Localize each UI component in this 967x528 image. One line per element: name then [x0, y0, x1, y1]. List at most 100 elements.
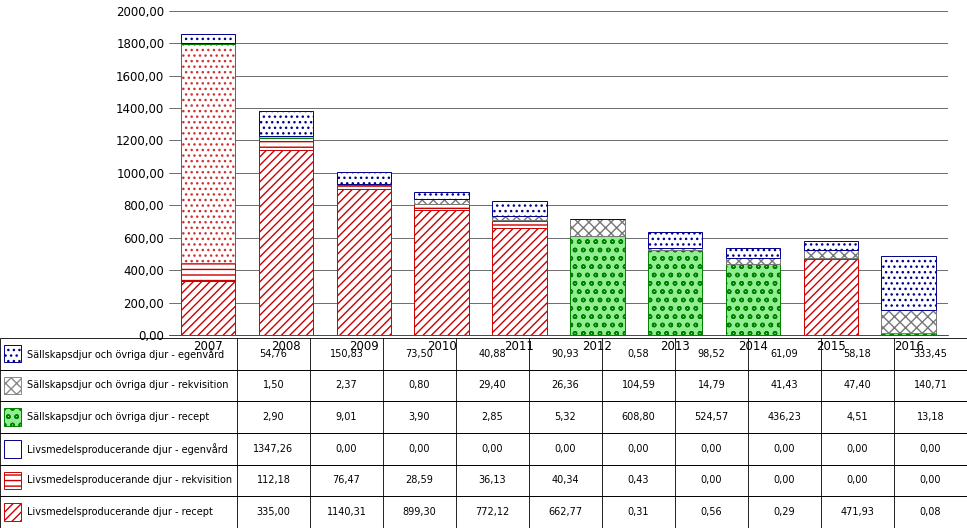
- Text: 608,80: 608,80: [622, 412, 656, 422]
- Bar: [492, 201, 546, 216]
- Text: 90,93: 90,93: [551, 349, 579, 359]
- Bar: [726, 258, 780, 265]
- Text: 0,29: 0,29: [774, 507, 795, 517]
- Text: 150,83: 150,83: [330, 349, 364, 359]
- Bar: [882, 333, 936, 335]
- Bar: [4, 472, 21, 489]
- Bar: [337, 172, 391, 184]
- Bar: [0, 433, 967, 465]
- Text: 29,40: 29,40: [479, 381, 507, 390]
- Bar: [0, 496, 967, 528]
- Text: 1,50: 1,50: [263, 381, 284, 390]
- Text: 40,88: 40,88: [479, 349, 507, 359]
- Text: 0,00: 0,00: [920, 444, 941, 454]
- Bar: [571, 237, 625, 335]
- Text: 36,13: 36,13: [479, 476, 507, 485]
- Bar: [259, 138, 313, 150]
- Bar: [492, 220, 546, 221]
- Bar: [882, 256, 936, 310]
- Bar: [4, 504, 21, 521]
- Bar: [4, 409, 21, 426]
- Bar: [0, 370, 967, 401]
- Bar: [337, 184, 391, 185]
- Bar: [181, 34, 235, 43]
- Text: 61,09: 61,09: [771, 349, 799, 359]
- Bar: [0, 338, 967, 370]
- Text: 1347,26: 1347,26: [253, 444, 293, 454]
- Text: 0,00: 0,00: [701, 444, 722, 454]
- Text: 14,79: 14,79: [697, 381, 725, 390]
- Bar: [4, 345, 21, 362]
- Text: 0,00: 0,00: [555, 444, 576, 454]
- Text: 335,00: 335,00: [256, 507, 290, 517]
- Text: Livsmedelsproducerande djur - recept: Livsmedelsproducerande djur - recept: [27, 507, 213, 517]
- Text: 5,32: 5,32: [555, 412, 576, 422]
- Text: Livsmedelsproducerande djur - rekvisition: Livsmedelsproducerande djur - rekvisitio…: [27, 476, 232, 485]
- Text: 662,77: 662,77: [548, 507, 582, 517]
- Bar: [4, 440, 21, 457]
- Text: 0,00: 0,00: [482, 444, 503, 454]
- Text: 772,12: 772,12: [476, 507, 510, 517]
- Bar: [415, 204, 469, 210]
- Text: 0,56: 0,56: [701, 507, 722, 517]
- Text: 0,00: 0,00: [336, 444, 357, 454]
- Bar: [181, 44, 235, 262]
- Text: Sällskapsdjur och övriga djur - egenvård: Sällskapsdjur och övriga djur - egenvård: [27, 348, 224, 360]
- Text: 0,80: 0,80: [409, 381, 430, 390]
- Text: Sällskapsdjur och övriga djur - recept: Sällskapsdjur och övriga djur - recept: [27, 412, 209, 422]
- Text: 4,51: 4,51: [847, 412, 868, 422]
- Bar: [415, 199, 469, 204]
- Text: 0,00: 0,00: [847, 476, 868, 485]
- Bar: [804, 250, 858, 258]
- Bar: [648, 248, 702, 250]
- Bar: [882, 310, 936, 333]
- Text: Livsmedelsproducerande djur - egenvård: Livsmedelsproducerande djur - egenvård: [27, 443, 228, 455]
- Text: 28,59: 28,59: [405, 476, 433, 485]
- Bar: [804, 241, 858, 250]
- Bar: [804, 259, 858, 335]
- Bar: [804, 258, 858, 259]
- Bar: [259, 150, 313, 335]
- Text: 40,34: 40,34: [551, 476, 579, 485]
- Text: 524,57: 524,57: [694, 412, 728, 422]
- Text: 9,01: 9,01: [336, 412, 357, 422]
- Text: 899,30: 899,30: [402, 507, 436, 517]
- Text: 112,18: 112,18: [256, 476, 290, 485]
- Bar: [0, 465, 967, 496]
- Text: 73,50: 73,50: [405, 349, 433, 359]
- Text: 0,00: 0,00: [774, 444, 795, 454]
- Bar: [492, 228, 546, 335]
- Text: 0,00: 0,00: [774, 476, 795, 485]
- Text: 436,23: 436,23: [768, 412, 802, 422]
- Text: 54,76: 54,76: [259, 349, 287, 359]
- Text: 0,00: 0,00: [628, 444, 649, 454]
- Text: 140,71: 140,71: [914, 381, 948, 390]
- Bar: [4, 377, 21, 394]
- Text: 471,93: 471,93: [840, 507, 874, 517]
- Text: 0,58: 0,58: [628, 349, 649, 359]
- Bar: [415, 210, 469, 335]
- Text: 0,00: 0,00: [920, 476, 941, 485]
- Text: 26,36: 26,36: [551, 381, 579, 390]
- Bar: [415, 192, 469, 199]
- Text: 13,18: 13,18: [917, 412, 945, 422]
- Text: 41,43: 41,43: [771, 381, 799, 390]
- Text: 58,18: 58,18: [843, 349, 871, 359]
- Bar: [259, 111, 313, 136]
- Text: 0,00: 0,00: [701, 476, 722, 485]
- Text: 47,40: 47,40: [843, 381, 871, 390]
- Text: 0,00: 0,00: [409, 444, 430, 454]
- Text: 2,90: 2,90: [263, 412, 284, 422]
- Bar: [648, 250, 702, 335]
- Text: 0,08: 0,08: [920, 507, 941, 517]
- Bar: [571, 219, 625, 237]
- Bar: [726, 248, 780, 258]
- Bar: [337, 189, 391, 335]
- Text: 0,31: 0,31: [628, 507, 649, 517]
- Text: 104,59: 104,59: [622, 381, 656, 390]
- Bar: [337, 185, 391, 189]
- Bar: [0, 401, 967, 433]
- Bar: [492, 216, 546, 220]
- Text: Sällskapsdjur och övriga djur - rekvisition: Sällskapsdjur och övriga djur - rekvisit…: [27, 381, 228, 390]
- Text: 98,52: 98,52: [697, 349, 725, 359]
